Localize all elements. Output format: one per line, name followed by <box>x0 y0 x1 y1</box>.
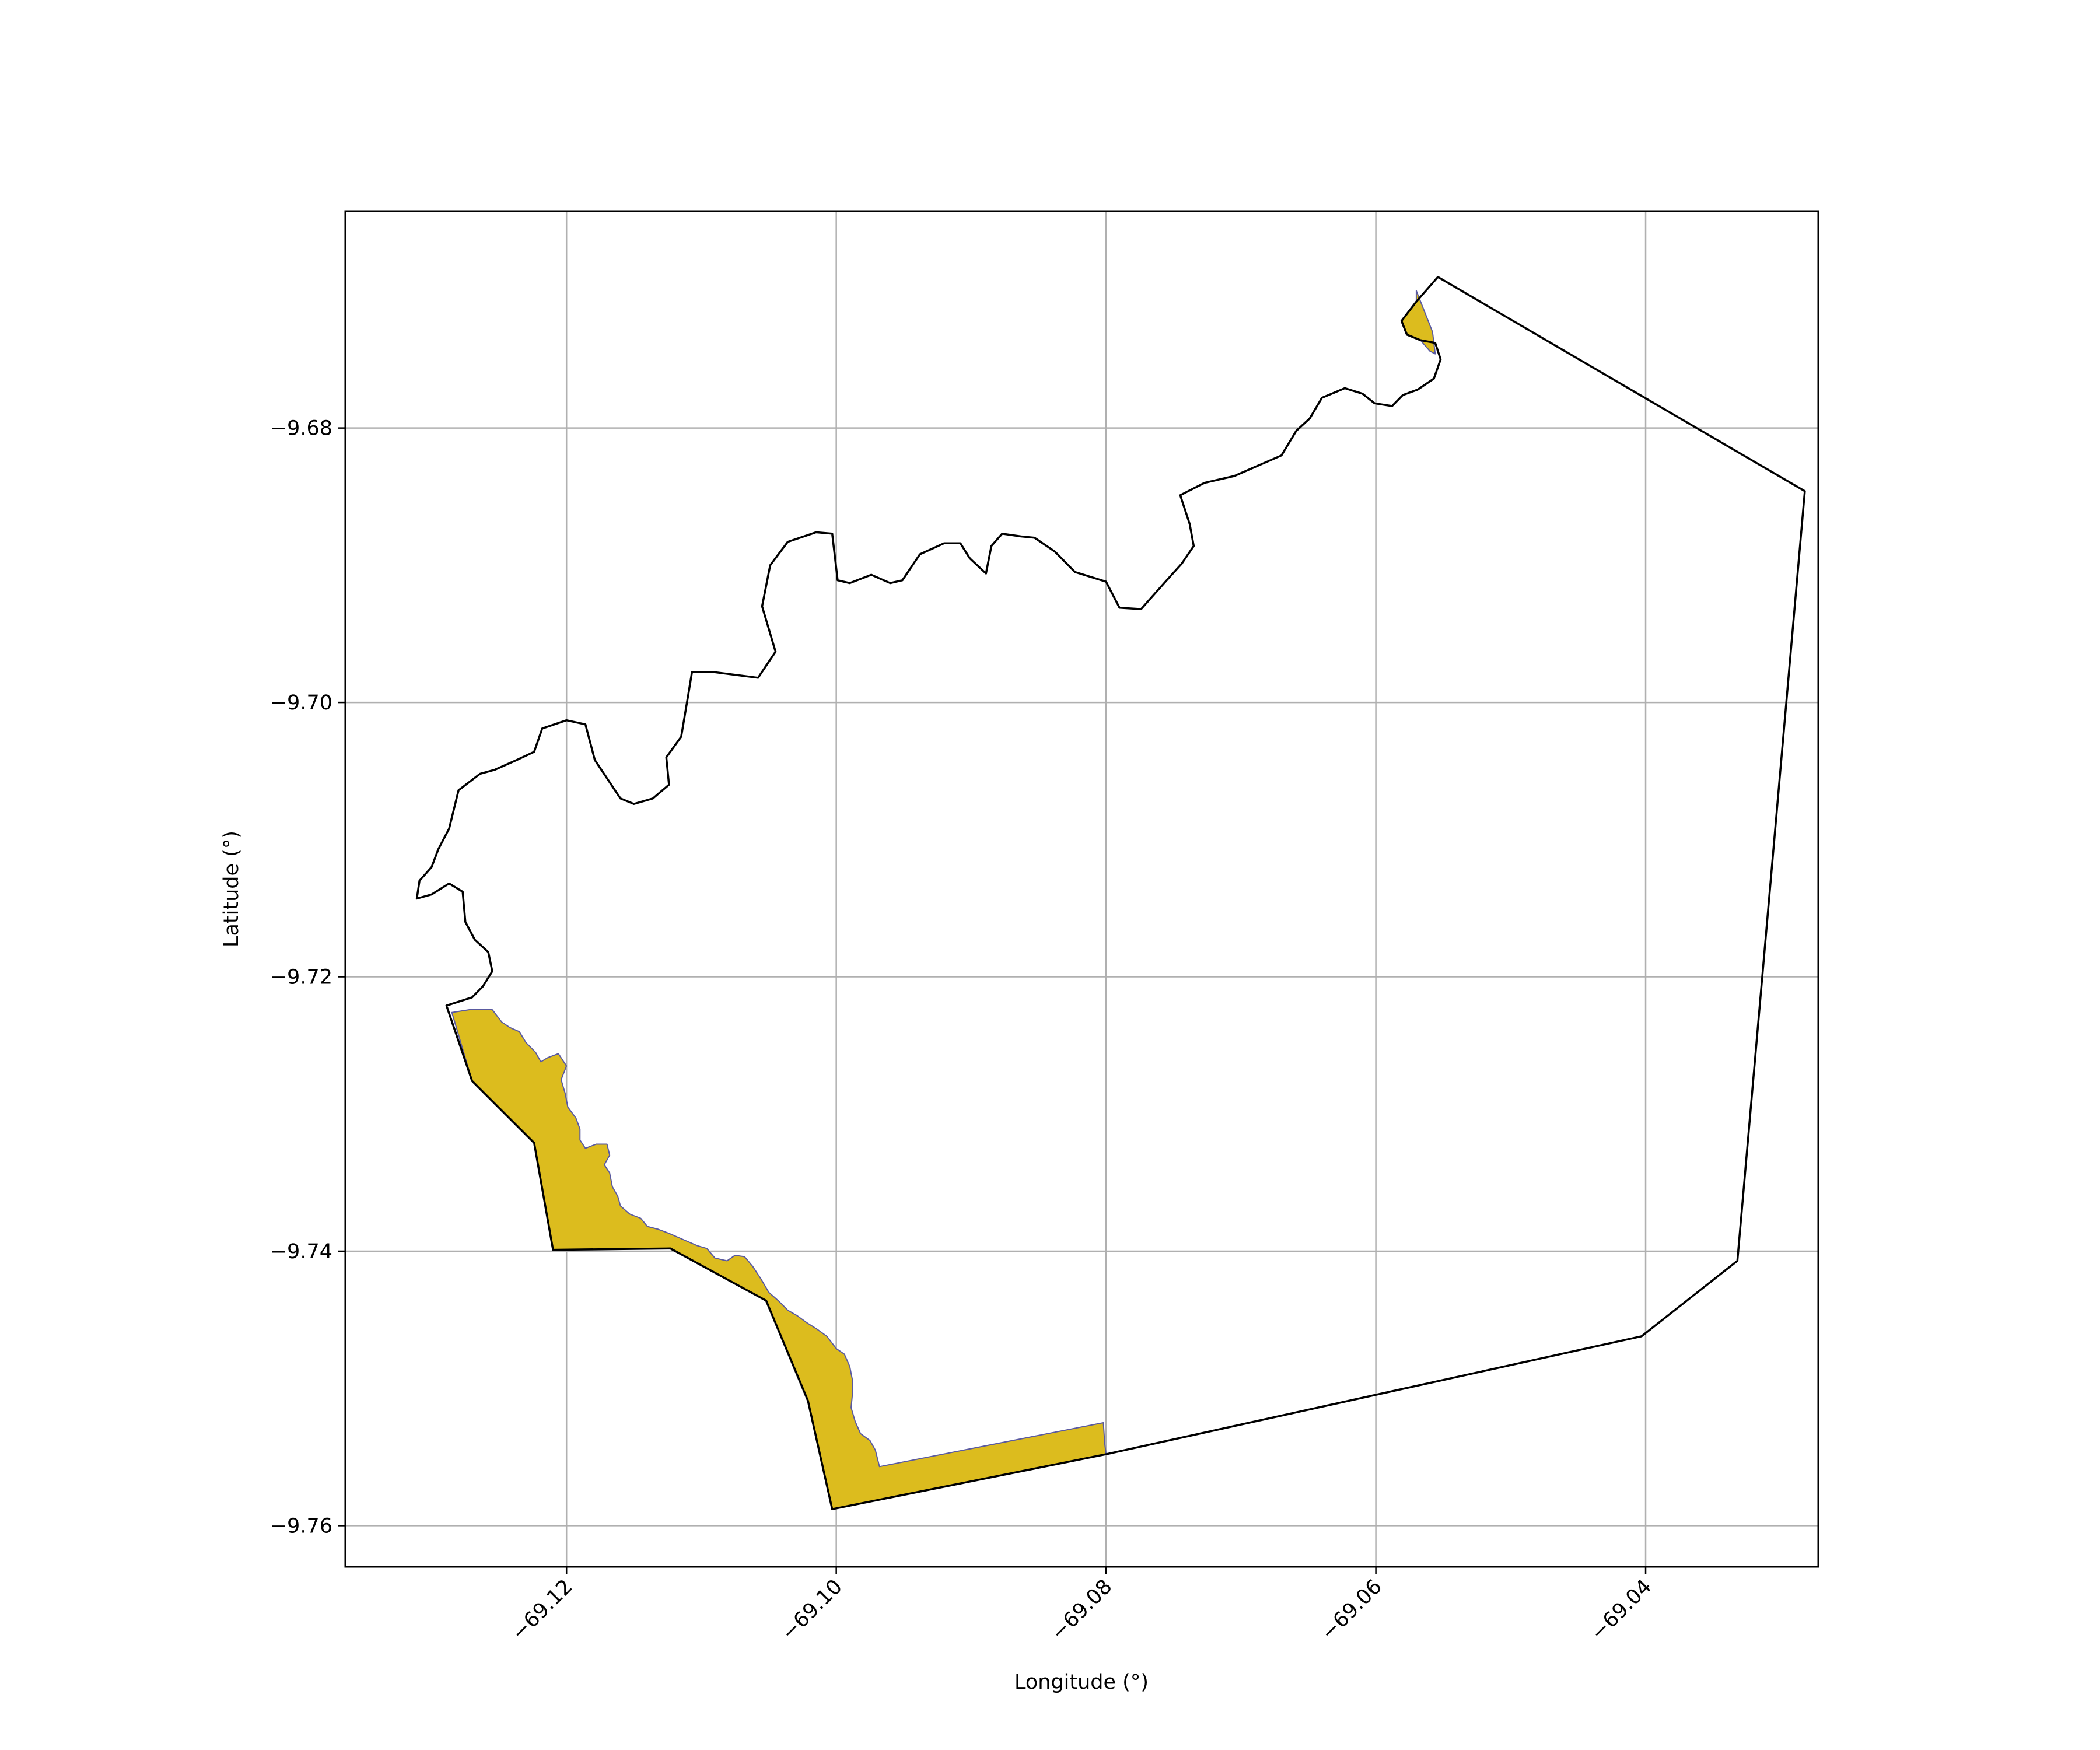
boundary-polygon <box>415 276 1806 1510</box>
x-axis-ticks: −69.12 −69.10 −69.08 −69.06 −69.04 <box>508 1567 1657 1645</box>
x-tick-label: −69.06 <box>1317 1575 1387 1645</box>
x-tick-label: −69.08 <box>1047 1575 1117 1645</box>
y-tick-label: −9.68 <box>270 417 332 440</box>
y-tick-label: −9.70 <box>270 691 332 715</box>
filled-regions <box>451 290 1436 1510</box>
y-tick-label: −9.76 <box>270 1514 332 1538</box>
filled-region-1 <box>451 1009 1107 1510</box>
x-tick-label: −69.12 <box>508 1575 578 1645</box>
y-tick-label: −9.74 <box>270 1240 332 1264</box>
boundary-outline <box>415 276 1806 1510</box>
y-tick-label: −9.72 <box>270 966 332 989</box>
x-axis-label: Longitude (°) <box>1014 1671 1149 1694</box>
x-tick-label: −69.04 <box>1587 1575 1657 1645</box>
plot-frame <box>344 210 1819 1568</box>
x-tick-label: −69.10 <box>777 1575 847 1645</box>
y-axis-label: Latitude (°) <box>220 831 243 947</box>
grid-lines <box>345 211 1818 1567</box>
y-axis-ticks: −9.68 −9.70 −9.72 −9.74 −9.76 <box>270 417 345 1538</box>
